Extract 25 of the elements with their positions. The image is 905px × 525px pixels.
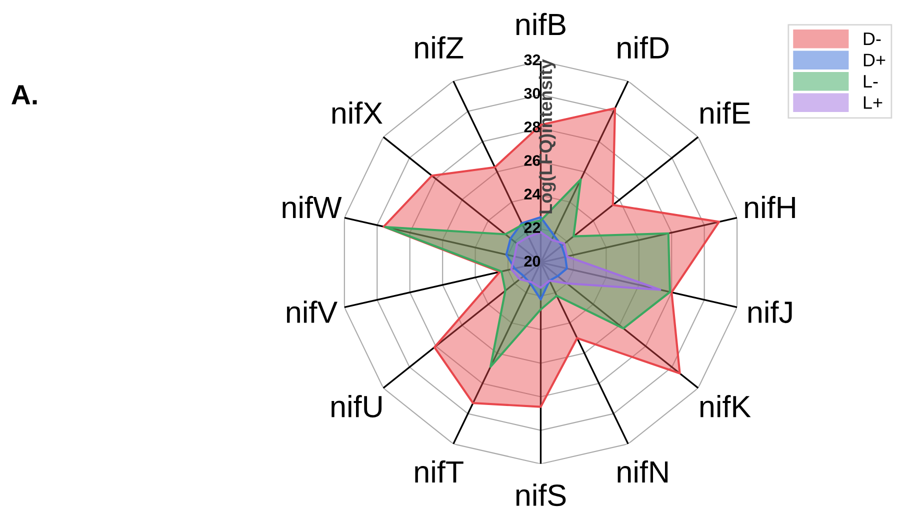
spoke-label: nifE (700, 101, 750, 124)
spoke-label: nifB (516, 12, 566, 36)
y-tick-label: 20 (524, 256, 540, 267)
text: Log(LFQ)intensity (538, 59, 556, 214)
y-tick-label: 30 (524, 88, 540, 99)
spoke-label: nifK (700, 395, 751, 418)
legend-label: D+ (864, 54, 886, 66)
legend-label: L- (864, 75, 878, 88)
spoke-label: nifT (415, 460, 464, 482)
legend-label: L+ (864, 96, 882, 109)
y-tick-label: 32 (524, 54, 540, 66)
spoke-label: nifW (282, 196, 342, 218)
spoke-label: nifX (332, 101, 382, 124)
spoke-label: nifD (618, 36, 669, 58)
spoke-label: nifJ (748, 300, 792, 324)
legend-label: D- (864, 32, 881, 45)
spoke-label: nifZ (415, 36, 464, 58)
text: A. (12, 85, 37, 104)
spoke-label: nifH (745, 196, 795, 218)
spoke-label: nifV (286, 300, 338, 323)
spoke-label: nifU (332, 395, 382, 418)
spoke-label: nifN (618, 460, 668, 482)
y-tick-label: 22 (524, 222, 540, 233)
spoke-label: nifS (516, 484, 566, 506)
y-tick-label: 26 (524, 155, 540, 166)
